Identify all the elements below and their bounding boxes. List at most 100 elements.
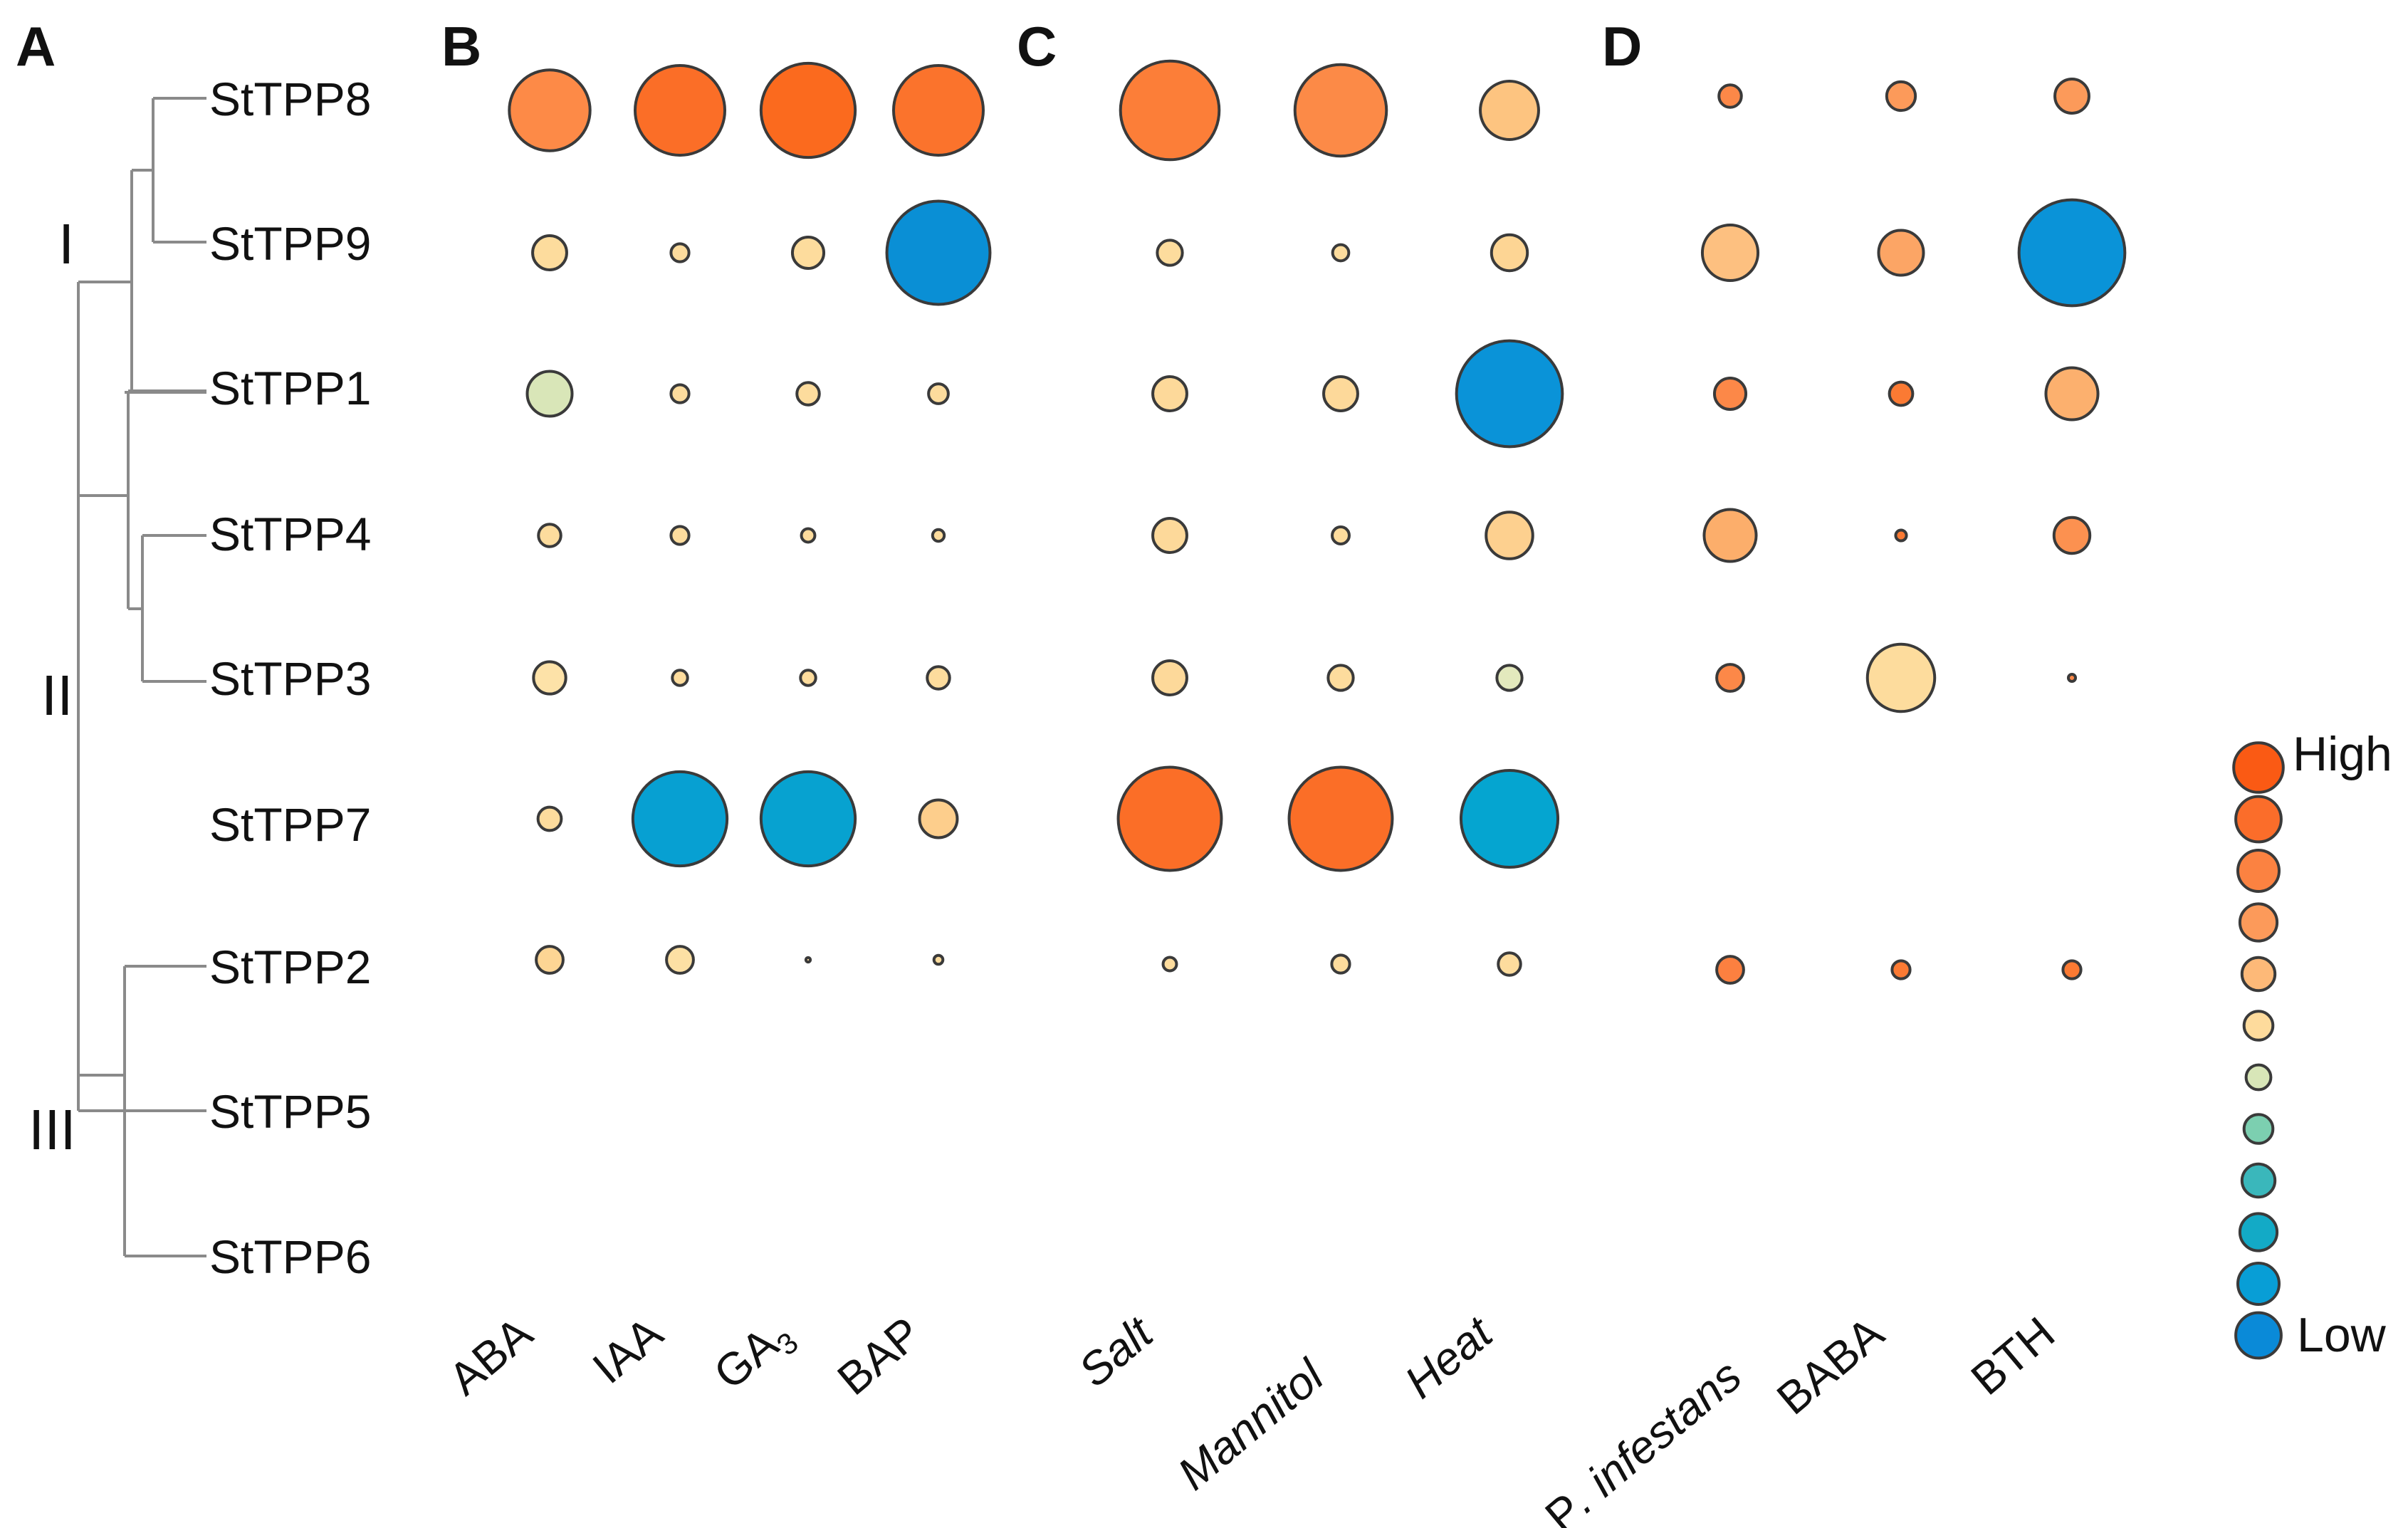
bubble-d-sttpp1-bth — [2044, 366, 2100, 422]
legend-high-label: High — [2293, 727, 2392, 781]
bubble-b-sttpp8-aba — [508, 68, 592, 152]
gene-label: StTPP4 — [209, 508, 371, 560]
gene-label: StTPP3 — [209, 652, 371, 705]
legend-swatch — [2240, 1162, 2277, 1199]
bubble-b-sttpp2-aba — [535, 945, 565, 975]
bubble-c-sttpp1-mannitol — [1322, 375, 1359, 412]
bubble-c-sttpp7-salt — [1116, 765, 1223, 872]
bubble-d-sttpp8-baba — [1885, 80, 1917, 112]
clade-label-ii: II — [41, 664, 73, 727]
bubble-b-sttpp9-ga3 — [790, 235, 826, 271]
bubble-b-sttpp8-bap — [892, 64, 985, 157]
legend-swatch — [2238, 1212, 2279, 1252]
column-label-b-2: IAA — [583, 1307, 673, 1393]
bubble-b-sttpp1-ga3 — [795, 381, 821, 407]
bubble-c-sttpp9-mannitol — [1331, 243, 1351, 263]
legend-swatch — [2236, 849, 2281, 893]
bubble-c-sttpp1-heat — [1455, 339, 1564, 449]
gene-label: StTPP2 — [209, 941, 371, 993]
bubble-b-sttpp9-bap — [885, 199, 992, 306]
bubble-c-sttpp4-mannitol — [1331, 525, 1351, 545]
bubble-matrix — [508, 59, 2127, 985]
bubble-b-sttpp3-ga3 — [799, 669, 817, 687]
bubble-d-sttpp2-baba — [1890, 959, 1912, 980]
bubble-c-sttpp9-heat — [1490, 233, 1529, 273]
legend-swatch — [2232, 741, 2285, 794]
column-label-b-4: BAP — [828, 1307, 931, 1405]
bubble-b-sttpp7-bap — [918, 798, 959, 839]
bubble-d-sttpp3-baba — [1865, 642, 1937, 713]
bubble-d-sttpp4-baba — [1894, 528, 1908, 543]
bubble-d-sttpp4-bth — [2052, 516, 2092, 555]
gene-label: StTPP9 — [209, 217, 371, 270]
column-label-d-3: BTH — [1962, 1307, 2064, 1405]
legend-swatch — [2242, 1113, 2275, 1145]
gene-label: StTPP6 — [209, 1230, 371, 1283]
panel-label-d: D — [1602, 15, 1642, 78]
bubble-d-sttpp4-p-infestans — [1702, 508, 1758, 563]
bubble-b-sttpp8-iaa — [634, 64, 726, 157]
bubble-c-sttpp3-heat — [1495, 664, 1524, 692]
column-label-c-1: Salt — [1069, 1306, 1163, 1396]
tree-branch-clade-i — [78, 97, 206, 1257]
column-label-d-1: P. infestans — [1536, 1350, 1751, 1528]
bubble-c-sttpp2-heat — [1497, 951, 1522, 977]
bubble-b-sttpp4-ga3 — [800, 527, 817, 544]
bubble-b-sttpp1-bap — [927, 382, 950, 405]
bubble-b-sttpp4-aba — [537, 523, 562, 548]
bubble-d-sttpp1-p-infestans — [1712, 376, 1748, 412]
bubble-b-sttpp3-aba — [532, 660, 567, 696]
bubble-c-sttpp1-salt — [1151, 375, 1188, 412]
column-label-c-2: Mannitol — [1168, 1349, 1334, 1500]
legend-swatch — [2238, 902, 2279, 943]
clade-label-iii: III — [28, 1098, 76, 1161]
bubble-c-sttpp4-salt — [1151, 517, 1188, 554]
bubble-b-sttpp2-ga3 — [804, 956, 812, 964]
bubble-b-sttpp4-iaa — [669, 525, 691, 546]
bubble-b-sttpp1-aba — [525, 370, 574, 418]
legend-low-label: Low — [2297, 1308, 2387, 1362]
bubble-d-sttpp2-p-infestans — [1715, 955, 1745, 985]
dendrogram — [77, 97, 206, 1257]
legend-swatch — [2236, 1262, 2281, 1306]
panel-label-b: B — [441, 15, 481, 78]
bubble-d-sttpp8-p-infestans — [1717, 83, 1743, 109]
bubble-b-sttpp7-iaa — [631, 770, 729, 868]
bubble-b-sttpp3-iaa — [671, 669, 689, 687]
bubble-b-sttpp4-bap — [931, 528, 946, 543]
bubble-b-sttpp2-iaa — [665, 945, 695, 975]
gene-label: StTPP7 — [209, 798, 371, 851]
panel-label-a: A — [16, 15, 56, 78]
bubble-c-sttpp2-salt — [1161, 956, 1178, 973]
gene-label: StTPP1 — [209, 362, 371, 414]
panel-label-c: C — [1017, 15, 1057, 78]
bubble-d-sttpp8-bth — [2053, 78, 2090, 115]
bubble-d-sttpp9-p-infestans — [1700, 223, 1760, 283]
column-label-b-3: GA3 — [704, 1307, 805, 1405]
bubble-c-sttpp3-salt — [1151, 659, 1188, 696]
bubble-c-sttpp7-heat — [1459, 768, 1560, 869]
bubble-b-sttpp8-ga3 — [759, 61, 857, 159]
gene-label: StTPP5 — [209, 1085, 371, 1138]
bubble-d-sttpp3-p-infestans — [1715, 663, 1745, 693]
legend-swatch — [2240, 956, 2277, 993]
bubble-b-sttpp3-bap — [926, 665, 951, 691]
bubble-c-sttpp8-mannitol — [1293, 63, 1388, 158]
gene-label: StTPP8 — [209, 73, 371, 125]
bubble-b-sttpp9-iaa — [669, 242, 691, 263]
bubble-d-sttpp2-bth — [2061, 959, 2083, 980]
bubble-c-sttpp8-salt — [1119, 59, 1221, 162]
bubble-b-sttpp7-aba — [536, 805, 563, 832]
bubble-c-sttpp3-mannitol — [1326, 664, 1355, 692]
column-label-d-2: BABA — [1767, 1307, 1893, 1424]
bubble-b-sttpp2-bap — [932, 953, 945, 966]
clade-label-i: I — [58, 212, 74, 276]
bubble-d-sttpp9-baba — [1877, 229, 1925, 277]
column-labels: ABA IAA GA3 BAP Salt Mannitol Heat P. infestans… — [439, 1306, 2064, 1528]
legend-swatch — [2244, 1063, 2273, 1092]
bubble-c-sttpp9-salt — [1156, 239, 1184, 267]
bubble-d-sttpp1-baba — [1888, 380, 1915, 407]
gene-labels: StTPP8 StTPP9 StTPP1 StTPP4 StTPP3 StTPP… — [209, 73, 371, 1283]
column-label-c-3: Heat — [1395, 1306, 1503, 1408]
